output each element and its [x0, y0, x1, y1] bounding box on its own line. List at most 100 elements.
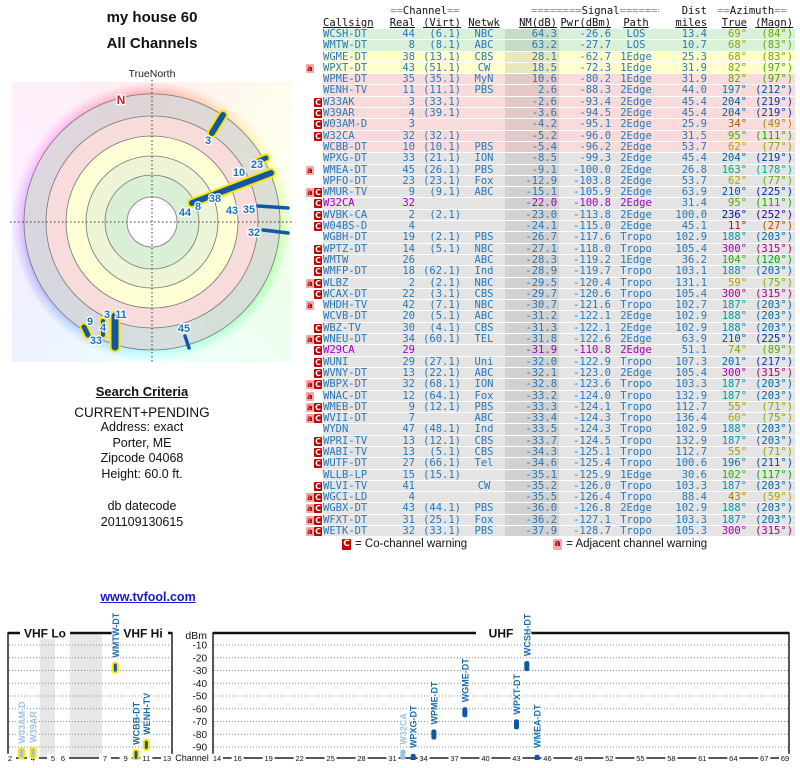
azimuth-cell: (111°)	[749, 130, 796, 142]
table-cell: -122.9	[559, 356, 614, 368]
table-cell: -12.9	[505, 175, 560, 188]
radar-channel-label: 8	[195, 201, 201, 213]
table-cell: -33.5	[505, 423, 560, 436]
table-cell	[417, 480, 464, 493]
azimuth-cell: (75°)	[749, 277, 796, 289]
azimuth-cell: 210°	[709, 186, 750, 199]
table-cell	[306, 310, 314, 323]
radar-channel-label: 44	[179, 207, 192, 219]
table-cell: C	[314, 356, 323, 368]
table-cell: C	[314, 446, 323, 459]
azimuth-cell: 300°	[709, 367, 750, 380]
table-cell: 31.4	[659, 197, 710, 210]
azimuth-cell: 55°	[709, 401, 750, 414]
table-cell: -24.1	[505, 220, 560, 233]
table-cell: 45.4	[659, 107, 710, 120]
table-cell	[306, 118, 314, 131]
table-cell: WPRI-TV	[323, 435, 387, 447]
x-tick-label: 40	[481, 754, 489, 763]
co-channel-warning-icon: C	[314, 493, 322, 503]
x-tick-label: 19	[264, 754, 272, 763]
table-cell: -36.0	[505, 502, 560, 515]
table-cell: ION	[463, 152, 506, 165]
table-cell: ABC	[463, 186, 506, 199]
table-cell: 2Edge	[613, 118, 660, 131]
table-cell: CBS	[463, 435, 506, 447]
table-cell: -29.5	[505, 277, 560, 289]
table-row: WCSH-DT 44 (6.1) NBC 64.3 -26.6 LOS 13.4 69° (84°…	[306, 29, 796, 41]
co-channel-warning-icon: C	[314, 188, 322, 198]
azimuth-cell: 188°	[709, 322, 750, 335]
table-row: C W39AR 4 (39.1) -3.6 -94.5 2Edge 45.4 204° (219°…	[306, 107, 796, 120]
station-label: W39AR	[29, 711, 39, 743]
table-cell: Tropo	[613, 231, 660, 244]
table-cell: (6.1)	[417, 29, 464, 41]
table-cell: 38	[387, 51, 417, 63]
table-cell: WPXT-DT	[323, 62, 387, 75]
table-cell: 2.6	[505, 84, 560, 97]
x-tick-backing	[355, 753, 368, 763]
table-cell: WLLB-LP	[323, 469, 387, 481]
table-cell: C	[314, 209, 323, 222]
station-marker	[513, 719, 519, 730]
table-cell: W29CA	[323, 344, 387, 357]
table-cell: -31.9	[505, 344, 560, 357]
table-cell	[306, 231, 314, 244]
table-cell: 43	[387, 502, 417, 515]
table-cell: 63.2	[505, 39, 560, 52]
table-cell: 4	[387, 491, 417, 504]
table-cell: C	[314, 480, 323, 493]
x-tick-backing	[4, 753, 16, 763]
co-channel-warning-icon: C	[314, 504, 322, 514]
azimuth-cell: (71°)	[749, 446, 796, 459]
search-zipcode: Zipcode 04068	[100, 451, 184, 465]
station-marker	[431, 729, 437, 740]
table-cell	[314, 84, 323, 97]
table-cell: -127.1	[559, 514, 614, 527]
table-cell: (33.1)	[417, 525, 464, 538]
adjacent-warning-icon: a	[306, 515, 314, 525]
tvfool-link[interactable]: www.tvfool.com	[100, 590, 196, 604]
table-row: a C WETK-DT 32 (33.1) PBS -37.9 -128.7 Tropo 105.…	[306, 525, 796, 538]
table-cell: a	[306, 378, 314, 391]
table-cell	[314, 141, 323, 154]
table-cell: 1Edge	[613, 51, 660, 63]
table-cell	[306, 322, 314, 335]
table-cell: a	[306, 502, 314, 515]
table-cell: -120.4	[559, 277, 614, 289]
azimuth-cell: 204°	[709, 152, 750, 165]
table-cell: WPME-DT	[323, 73, 387, 86]
table-cell: 2Edge	[613, 197, 660, 210]
table-cell: 51.1	[659, 344, 710, 357]
table-cell	[417, 220, 464, 233]
table-cell: 2Edge	[613, 220, 660, 233]
table-cell: 2Edge	[613, 130, 660, 142]
azimuth-cell: 188°	[709, 265, 750, 278]
station-marker	[400, 749, 406, 760]
table-cell: 47	[387, 423, 417, 436]
table-cell: NBC	[463, 29, 506, 41]
x-tick-backing	[448, 753, 461, 763]
table-cell: -122.6	[559, 333, 614, 346]
table-cell: Fox	[463, 514, 506, 527]
x-tick-label: 49	[574, 754, 582, 763]
x-tick-backing	[231, 753, 244, 763]
radar-channel-label: 35	[243, 204, 255, 216]
table-cell: NBC	[463, 299, 506, 312]
x-tick-label: 13	[163, 754, 171, 763]
table-cell	[417, 491, 464, 504]
station-marker	[410, 753, 416, 760]
table-cell: -125.4	[559, 457, 614, 470]
azimuth-cell: 187°	[709, 435, 750, 447]
table-cell: WABI-TV	[323, 446, 387, 459]
table-cell: WNEU-DT	[323, 333, 387, 346]
table-cell	[306, 254, 314, 267]
azimuth-cell: 187°	[709, 480, 750, 493]
table-cell: CBS	[463, 51, 506, 63]
table-cell: 26.8	[659, 164, 710, 176]
table-cell: 45.1	[659, 220, 710, 233]
table-cell: -34.3	[505, 446, 560, 459]
table-cell: -124.3	[559, 412, 614, 425]
table-cell: 20	[387, 310, 417, 323]
table-row: C W32CA 32 (32.1) -5.2 -96.0 2Edge 31.5 95° (111°…	[306, 130, 796, 142]
